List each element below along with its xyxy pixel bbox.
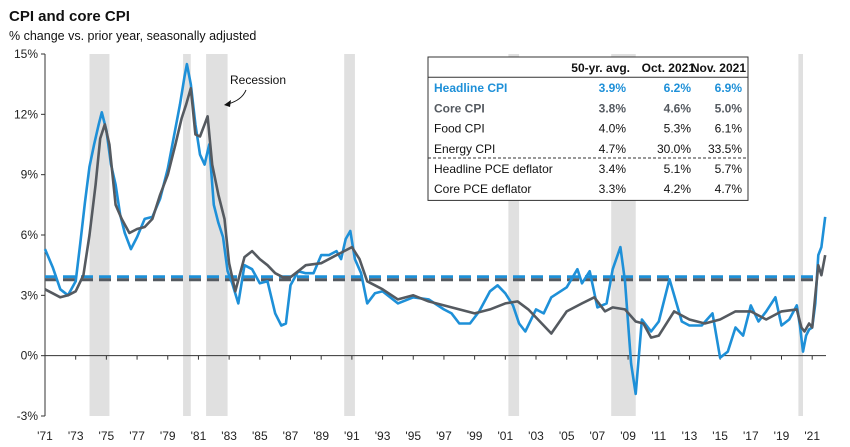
y-tick-label: 6% [21,228,39,242]
y-tick-label: 0% [21,349,39,363]
table-row-label: Core PCE deflator [434,182,531,196]
x-tick-label: '13 [682,429,698,443]
x-tick-label: '99 [467,429,483,443]
table-cell: 5.7% [715,162,743,176]
table-cell: 6.1% [715,122,743,136]
x-tick-label: '01 [497,429,513,443]
x-tick-label: '89 [313,429,329,443]
recession-band-6 [798,54,803,416]
x-tick-label: '17 [743,429,759,443]
x-tick-label: '73 [68,429,84,443]
table-cell: 4.7% [715,182,743,196]
recession-band-2 [206,54,228,416]
table-cell: 4.2% [664,182,692,196]
y-tick-label: 9% [21,168,39,182]
recession-arrowhead [224,100,231,107]
table-frame [427,56,749,201]
x-tick-label: '11 [651,429,666,443]
x-tick-label: '81 [191,429,207,443]
table-header-cell: Oct. 2021 [642,61,696,75]
y-tick-label: 15% [14,47,38,61]
average-lines [45,275,818,282]
chart-title: CPI and core CPI [9,8,130,25]
table-cell: 5.3% [664,122,692,136]
x-tick-label: '03 [528,429,544,443]
x-tick-label: '87 [283,429,299,443]
x-tick-label: '71 [37,429,53,443]
table-row-label: Core CPI [434,101,485,115]
table-row-label: Energy CPI [434,142,495,156]
y-tick-label: 12% [14,107,38,121]
axes: -3% 0% 3% 6% 9% 12% 15% '71 '73 '75 '77 '79 '81 '83 '8… [14,47,826,443]
series-line-core-cpi [44,86,827,339]
series-lines [43,62,827,396]
table-cell: 5.1% [664,162,692,176]
table-cell: 3.9% [599,81,627,95]
table-row-label: Food CPI [434,122,485,136]
table-cell: 4.0% [599,122,627,136]
table-cell: 4.7% [599,142,627,156]
recession-band-0 [89,54,110,416]
table-cell: 3.8% [599,101,627,115]
table-cell: 5.0% [715,101,743,115]
table-cell: 33.5% [708,142,742,156]
y-tick-label: 3% [21,288,39,302]
x-tick-label: '79 [160,429,176,443]
x-tick-label: '95 [405,429,421,443]
recession-band-1 [183,54,191,416]
table-cell: 3.4% [599,162,627,176]
table-cell: 3.3% [599,182,627,196]
table-cell: 6.9% [715,81,743,95]
table-row-label: Headline PCE deflator [434,162,553,176]
x-tick-label: '21 [804,429,820,443]
recession-band-3 [344,54,355,416]
x-tick-label: '07 [590,429,606,443]
table-row-label: Headline CPI [434,81,507,95]
recession-label: Recession [230,73,286,87]
x-tick-label: '93 [375,429,391,443]
x-tick-label: '15 [712,429,728,443]
x-tick-label: '97 [436,429,452,443]
x-tick-label: '05 [559,429,575,443]
x-tick-label: '85 [252,429,268,443]
x-tick-label: '75 [99,429,115,443]
y-tick-label: -3% [17,409,39,423]
recession-band-4 [508,54,520,416]
x-tick-label: '19 [774,429,790,443]
table-cell: 30.0% [657,142,691,156]
x-tick-label: '09 [620,429,636,443]
x-tick-label: '91 [344,429,360,443]
chart-subtitle: % change vs. prior year, seasonally adju… [9,29,256,43]
table-header-cell: 50-yr. avg. [571,61,630,75]
x-tick-label: '77 [129,429,145,443]
table-cell: 4.6% [664,101,692,115]
table-header-cell: Nov. 2021 [691,61,746,75]
table-cell: 6.2% [664,81,692,95]
x-tick-label: '83 [221,429,237,443]
